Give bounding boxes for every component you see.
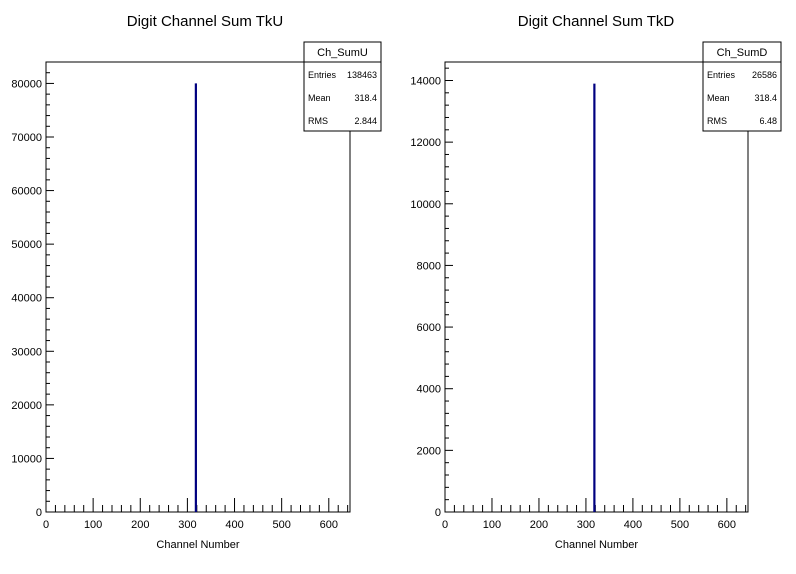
x-tick-label: 200 [530, 519, 548, 531]
stats-label: Entries [707, 70, 736, 80]
stats-label: Entries [308, 70, 337, 80]
y-tick-label: 2000 [417, 445, 441, 457]
stats-value: 138463 [347, 70, 377, 80]
y-tick-label: 0 [36, 507, 42, 519]
panel-tku: Digit Channel Sum TkU 0 100 200 300 400 500 600… [11, 13, 382, 551]
stats-name: Ch_SumD [717, 47, 768, 59]
stats-name: Ch_SumU [317, 47, 368, 59]
plot-frame [444, 61, 749, 513]
y-tick-label: 6000 [417, 322, 441, 334]
stats-value: 318.4 [754, 93, 777, 103]
x-tick-label: 0 [442, 519, 448, 531]
x-tick-label: 300 [577, 519, 595, 531]
stats-value: 6.48 [759, 116, 777, 126]
chart-title: Digit Channel Sum TkD [518, 13, 675, 30]
x-tick-label: 100 [483, 519, 501, 531]
x-tick-label: 200 [131, 519, 149, 531]
stats-label: Mean [707, 93, 730, 103]
stats-label: Mean [308, 93, 331, 103]
panel-tkd: Digit Channel Sum TkD 0 100 200 300 400 500 600… [410, 13, 782, 551]
x-tick-label: 0 [43, 519, 49, 531]
y-tick-label: 70000 [11, 132, 42, 144]
stats-label: RMS [308, 116, 328, 126]
x-tick-label: 100 [84, 519, 102, 531]
x-tick-label: 500 [272, 519, 290, 531]
stats-value: 318.4 [354, 93, 377, 103]
stats-box [303, 41, 382, 132]
x-axis-label: Channel Number [156, 539, 239, 551]
y-tick-label: 20000 [11, 400, 42, 412]
stats-value: 26586 [752, 70, 777, 80]
y-tick-label: 12000 [410, 137, 441, 149]
stats-box [702, 41, 782, 132]
stats-label: RMS [707, 116, 727, 126]
x-axis-label: Channel Number [555, 539, 638, 551]
x-tick-label: 400 [624, 519, 642, 531]
y-tick-label: 14000 [410, 75, 441, 87]
y-tick-label: 10000 [410, 199, 441, 211]
chart-title: Digit Channel Sum TkU [127, 13, 283, 30]
y-tick-label: 30000 [11, 346, 42, 358]
stats-value: 2.844 [354, 116, 377, 126]
x-tick-label: 500 [671, 519, 689, 531]
x-tick-label: 600 [718, 519, 736, 531]
y-tick-label: 60000 [11, 186, 42, 198]
x-tick-label: 600 [320, 519, 338, 531]
y-tick-label: 10000 [11, 453, 42, 465]
x-tick-label: 400 [225, 519, 243, 531]
y-tick-label: 80000 [11, 78, 42, 90]
y-tick-label: 50000 [11, 239, 42, 251]
x-tick-label: 300 [178, 519, 196, 531]
y-tick-label: 0 [435, 507, 441, 519]
y-tick-label: 40000 [11, 293, 42, 305]
y-tick-label: 8000 [417, 260, 441, 272]
y-tick-label: 4000 [417, 384, 441, 396]
